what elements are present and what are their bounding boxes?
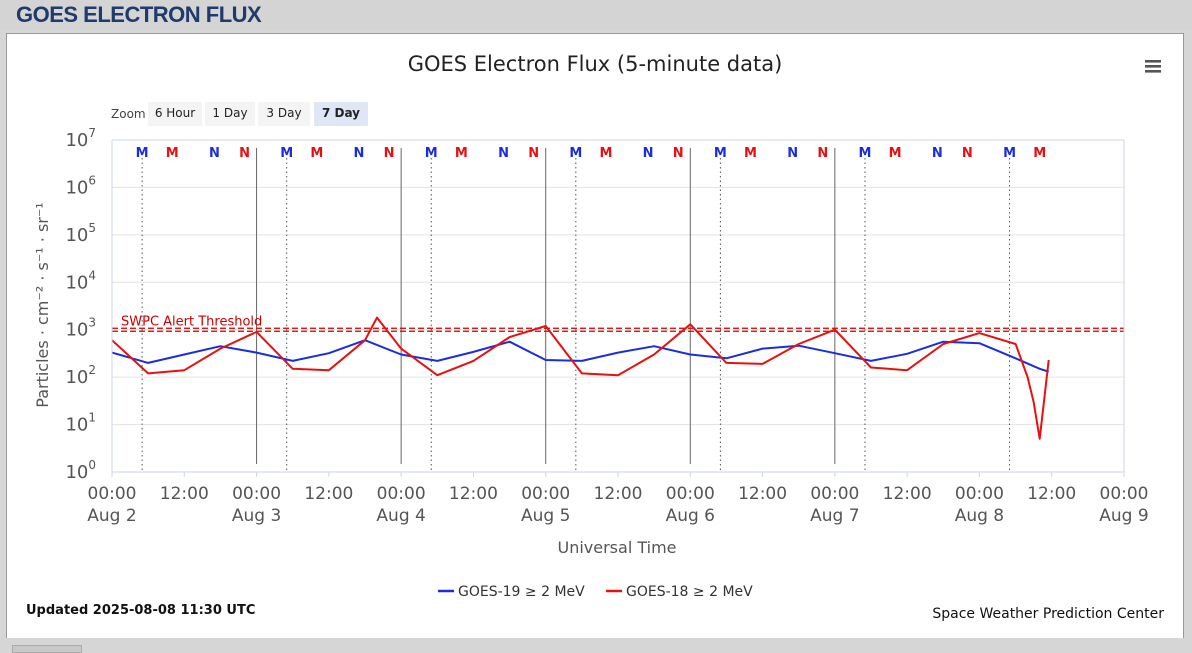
marker-label: M <box>425 146 438 161</box>
zoom-button-label[interactable]: 7 Day <box>322 106 360 120</box>
marker-label: N <box>673 146 684 161</box>
marker-label: N <box>528 146 539 161</box>
marker-label: M <box>889 146 902 161</box>
zoom-button-1-day[interactable]: 1 Day <box>205 102 255 126</box>
marker-label: N <box>498 146 509 161</box>
marker-label: N <box>817 146 828 161</box>
bottom-strip <box>0 638 1192 648</box>
x-tick-time-label: 12:00 <box>738 484 787 504</box>
zoom-button-3-day[interactable]: 3 Day <box>258 102 310 126</box>
zoom-button-label[interactable]: 3 Day <box>266 106 301 120</box>
zoom-button-bg[interactable] <box>205 102 255 126</box>
x-tick-date-label: Aug 9 <box>1099 506 1148 526</box>
zoom-label: Zoom <box>111 107 146 121</box>
zoom-button-bg[interactable] <box>314 102 368 126</box>
legend-label[interactable]: GOES-19 ≥ 2 MeV <box>458 584 585 600</box>
plot-area <box>112 140 1124 472</box>
x-tick-date-label: Aug 3 <box>232 506 281 526</box>
marker-label: M <box>280 146 293 161</box>
marker-label: M <box>859 146 872 161</box>
y-tick-label: 104 <box>65 268 96 293</box>
zoom-button-bg[interactable] <box>148 102 202 126</box>
marker-label: M <box>455 146 468 161</box>
updated-timestamp: Updated 2025-08-08 11:30 UTC <box>26 603 255 618</box>
marker-label: N <box>239 146 250 161</box>
marker-label: M <box>599 146 612 161</box>
x-tick-date-label: Aug 2 <box>87 506 136 526</box>
x-tick-date-label: Aug 6 <box>666 506 715 526</box>
zoom-button-bg[interactable] <box>258 102 310 126</box>
legend-item-goes19[interactable]: GOES-19 ≥ 2 MeV <box>438 584 585 600</box>
y-tick-label: 103 <box>65 316 96 341</box>
marker-label: M <box>166 146 179 161</box>
page-header: GOES ELECTRON FLUX <box>0 0 1192 30</box>
x-tick-time-label: 00:00 <box>810 484 859 504</box>
marker-label: M <box>1033 146 1046 161</box>
x-tick-time-label: 12:00 <box>304 484 353 504</box>
marker-label: M <box>310 146 323 161</box>
x-tick-time-label: 12:00 <box>594 484 643 504</box>
threshold-label: SWPC Alert Threshold <box>121 315 262 330</box>
marker-label: M <box>569 146 582 161</box>
zoom-button-label[interactable]: 1 Day <box>212 106 247 120</box>
marker-label: N <box>787 146 798 161</box>
marker-label: M <box>714 146 727 161</box>
x-tick-date-label: Aug 8 <box>955 506 1004 526</box>
zoom-button-6-hour[interactable]: 6 Hour <box>148 102 202 126</box>
y-axis-label: Particles · cm⁻² · s⁻¹ · sr⁻¹ <box>33 202 52 407</box>
marker-label: N <box>932 146 943 161</box>
series-line-goes19 <box>111 339 1050 373</box>
x-tick-time-label: 00:00 <box>955 484 1004 504</box>
menu-icon[interactable] <box>1140 55 1166 77</box>
x-tick-time-label: 00:00 <box>232 484 281 504</box>
x-axis-label: Universal Time <box>557 538 676 557</box>
zoom-button-label[interactable]: 6 Hour <box>155 106 195 120</box>
marker-label: N <box>354 146 365 161</box>
x-tick-time-label: 12:00 <box>160 484 209 504</box>
x-tick-time-label: 12:00 <box>449 484 498 504</box>
x-tick-date-label: Aug 4 <box>376 506 425 526</box>
page-title: GOES ELECTRON FLUX <box>16 2 262 27</box>
x-tick-time-label: 12:00 <box>1027 484 1076 504</box>
x-tick-date-label: Aug 5 <box>521 506 570 526</box>
marker-label: N <box>384 146 395 161</box>
y-tick-label: 102 <box>65 363 96 388</box>
x-tick-time-label: 00:00 <box>377 484 426 504</box>
y-tick-label: 107 <box>65 126 96 151</box>
marker-label: N <box>962 146 973 161</box>
x-tick-time-label: 00:00 <box>88 484 137 504</box>
series-line-goes18 <box>111 316 1050 440</box>
x-tick-time-label: 00:00 <box>521 484 570 504</box>
x-tick-date-label: Aug 7 <box>810 506 859 526</box>
y-tick-label: 106 <box>65 173 96 198</box>
credit-text: Space Weather Prediction Center <box>932 606 1164 622</box>
y-tick-label: 105 <box>65 221 96 246</box>
marker-label: N <box>209 146 220 161</box>
y-tick-label: 101 <box>65 411 96 436</box>
x-tick-time-label: 00:00 <box>1100 484 1149 504</box>
legend-label[interactable]: GOES-18 ≥ 2 MeV <box>626 584 753 600</box>
bottom-tab[interactable] <box>12 645 82 653</box>
marker-label: M <box>1003 146 1016 161</box>
marker-label: M <box>136 146 149 161</box>
x-tick-time-label: 00:00 <box>666 484 715 504</box>
x-tick-time-label: 12:00 <box>883 484 932 504</box>
marker-label: M <box>744 146 757 161</box>
legend-item-goes18[interactable]: GOES-18 ≥ 2 MeV <box>606 584 753 600</box>
y-tick-label: 100 <box>65 458 96 483</box>
chart-title: GOES Electron Flux (5-minute data) <box>408 52 783 76</box>
marker-label: N <box>643 146 654 161</box>
zoom-button-7-day[interactable]: 7 Day <box>314 102 368 126</box>
